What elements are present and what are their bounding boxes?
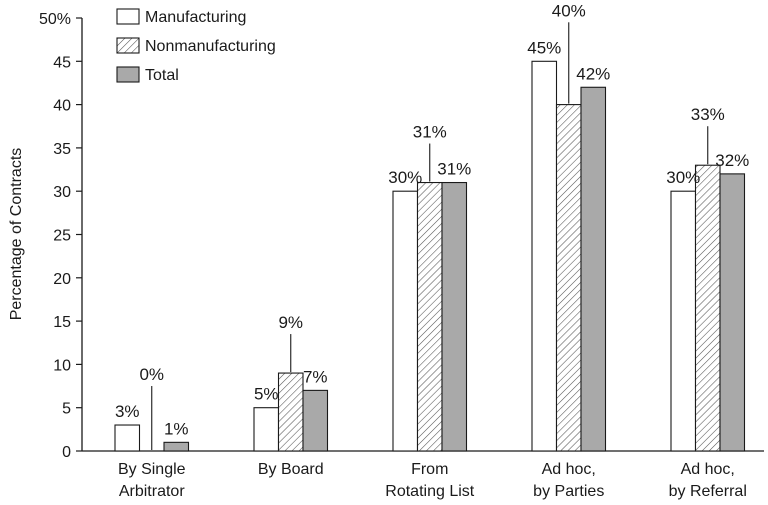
bar-nonmanufacturing — [277, 372, 304, 452]
legend-label-total: Total — [145, 67, 179, 84]
category-label: Rotating List — [385, 483, 474, 500]
bar-nonmanufacturing — [555, 104, 582, 452]
category-labels: By Single Arbitrator By Board From Rotating … — [118, 461, 747, 500]
data-label-manufacturing: 30% — [388, 168, 422, 187]
y-tick-label: 40 — [53, 98, 71, 115]
y-axis-title: Percentage of Contracts — [8, 148, 25, 321]
data-label-total: 7% — [303, 367, 328, 386]
data-label-total: 1% — [164, 419, 189, 438]
y-tick-label: 10 — [53, 357, 71, 374]
data-label-total: 32% — [715, 151, 749, 170]
data-label-manufacturing: 3% — [115, 402, 140, 421]
bars — [114, 60, 746, 452]
bar-manufacturing — [114, 424, 141, 452]
legend: Manufacturing Nonmanufacturing Total — [107, 3, 307, 93]
y-tick-label: 15 — [53, 314, 71, 331]
y-tick-label: 50% — [39, 11, 71, 28]
legend-label-nonmanufacturing: Nonmanufacturing — [145, 38, 276, 55]
legend-label-manufacturing: Manufacturing — [145, 9, 246, 26]
bar-manufacturing — [531, 60, 558, 452]
bar-nonmanufacturing — [694, 164, 721, 452]
bar-total — [580, 86, 607, 452]
category-label: by Referral — [669, 483, 747, 500]
data-label-nonmanufacturing: 0% — [139, 365, 164, 384]
y-tick-label: 35 — [53, 141, 71, 158]
legend-swatch-nonmanufacturing — [116, 37, 140, 54]
legend-background — [107, 3, 307, 93]
bar-nonmanufacturing — [416, 181, 443, 452]
bar-total — [719, 173, 746, 452]
category-label: By Single — [118, 461, 186, 478]
bar-total — [163, 441, 190, 452]
data-label-manufacturing: 45% — [527, 38, 561, 57]
data-label-nonmanufacturing: 9% — [278, 313, 303, 332]
y-tick-label: 25 — [53, 228, 71, 245]
legend-swatch-total — [116, 66, 140, 83]
category-label: By Board — [258, 461, 324, 478]
category-label: Arbitrator — [119, 483, 185, 500]
bar-manufacturing — [670, 190, 697, 452]
data-label-nonmanufacturing: 40% — [552, 1, 586, 20]
bar-manufacturing — [392, 190, 419, 452]
y-tick-label: 5 — [62, 401, 71, 418]
data-label-manufacturing: 30% — [666, 168, 700, 187]
data-label-nonmanufacturing: 31% — [413, 123, 447, 142]
data-label-total: 42% — [576, 64, 610, 83]
y-tick-label: 45 — [53, 54, 71, 71]
bar-total — [302, 389, 329, 452]
legend-swatch-manufacturing — [116, 8, 140, 25]
y-tick-label: 0 — [62, 444, 71, 461]
bar-manufacturing — [253, 407, 280, 452]
category-label: Ad hoc, — [681, 461, 735, 478]
leader-lines — [151, 22, 709, 450]
y-ticks: 0 5 10 15 20 25 30 35 40 45 50% — [39, 11, 82, 461]
data-labels: 3% 0% 1% 5% 9% 7% 30% 31% 31% 45% 40% 42% 30% 33% 32% — [115, 1, 749, 438]
category-label: Ad hoc, — [542, 461, 596, 478]
bar-total — [441, 181, 468, 452]
y-tick-label: 20 — [53, 271, 71, 288]
data-label-nonmanufacturing: 33% — [691, 105, 725, 124]
data-label-total: 31% — [437, 160, 471, 179]
category-label: From — [411, 461, 448, 478]
category-label: by Parties — [533, 483, 604, 500]
data-label-manufacturing: 5% — [254, 385, 279, 404]
y-tick-label: 30 — [53, 184, 71, 201]
